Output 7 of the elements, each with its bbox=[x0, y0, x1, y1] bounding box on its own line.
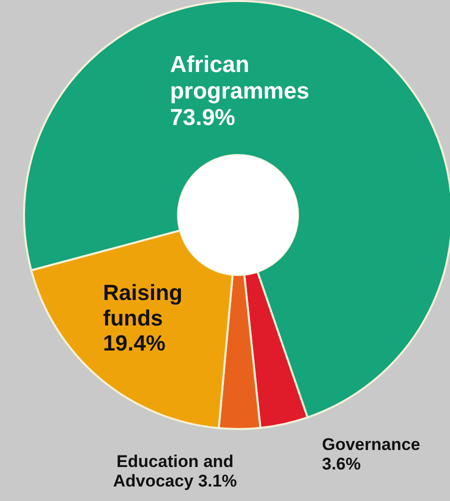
slice-label: Education and Advocacy 3.1% bbox=[113, 452, 237, 491]
data-label: 3.6% bbox=[322, 454, 361, 474]
data-label: 19.4% bbox=[103, 330, 166, 356]
slice-label: African programmes bbox=[170, 51, 310, 104]
slice-label: Governance bbox=[322, 435, 420, 454]
slice-label: Raising funds bbox=[103, 280, 182, 330]
data-label: 73.9% bbox=[170, 104, 236, 130]
